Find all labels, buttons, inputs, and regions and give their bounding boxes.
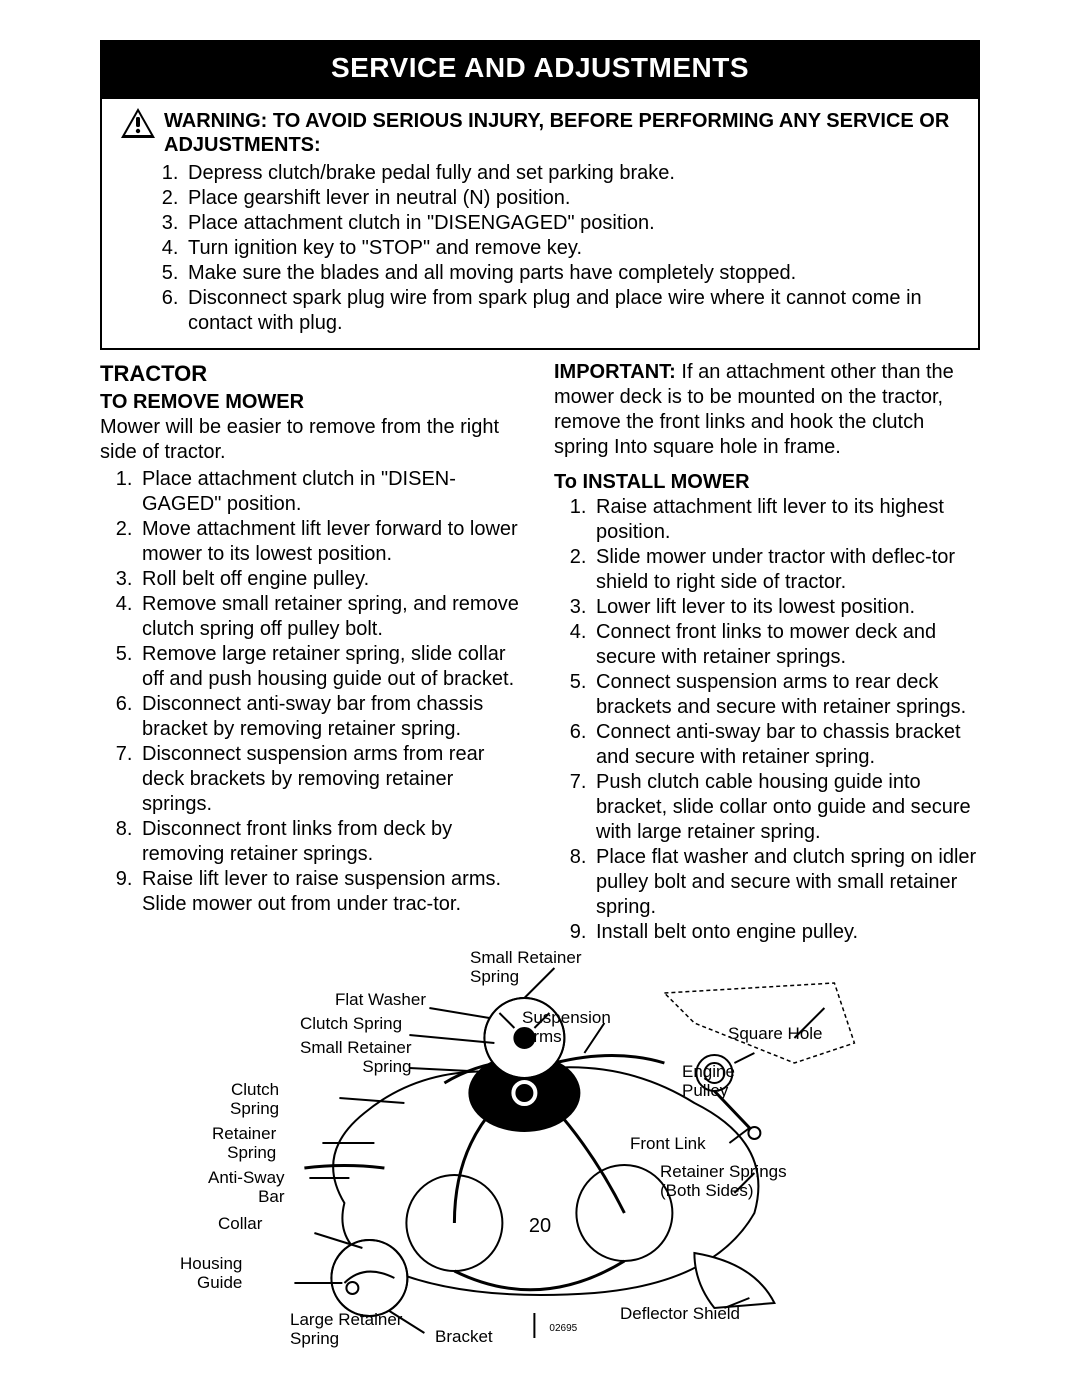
step: Move attachment lift lever forward to lo… (138, 517, 526, 567)
label-front-link: Front Link (630, 1135, 706, 1154)
tractor-heading: TRACTOR (100, 360, 526, 388)
warning-icon (120, 107, 156, 145)
warning-heading: WARNING: TO AVOID SERIOUS INJURY, BEFORE… (164, 109, 960, 157)
step: Place flat washer and clutch spring on i… (592, 845, 980, 920)
label-flat-washer: Flat Washer (335, 991, 426, 1010)
label-deflector-shield: Deflector Shield (620, 1305, 740, 1324)
warning-item: Place attachment clutch in "DISENGAGED" … (184, 211, 960, 236)
label-bracket: Bracket (435, 1328, 493, 1347)
remove-heading: TO REMOVE MOWER (100, 390, 526, 415)
mower-deck-diagram: 02695 Small RetainerSpring Flat Washer C… (100, 953, 980, 1363)
label-small-retainer-spring-top: Small RetainerSpring (470, 949, 582, 986)
step: Raise lift lever to raise suspension arm… (138, 867, 526, 917)
step: Disconnect anti-sway bar from chassis br… (138, 692, 526, 742)
step: Connect anti-sway bar to chassis bracket… (592, 720, 980, 770)
label-retainer-spring-left: RetainerSpring (212, 1125, 276, 1162)
label-small-retainer-spring-mid: Small RetainerSpring (300, 1039, 412, 1076)
label-engine-pulley: EnginePulley (682, 1063, 735, 1100)
remove-intro: Mower will be easier to remove from the … (100, 415, 526, 465)
label-retainer-springs-both: Retainer Springs(Both Sides) (660, 1163, 787, 1200)
label-large-retainer-spring: Large RetainerSpring (290, 1311, 402, 1348)
warning-item: Turn ignition key to "STOP" and remove k… (184, 236, 960, 261)
step: Lower lift lever to its lowest position. (592, 595, 980, 620)
page-number: 20 (529, 1214, 551, 1239)
left-column: TRACTOR TO REMOVE MOWER Mower will be ea… (100, 360, 526, 945)
step: Install belt onto engine pulley. (592, 920, 980, 945)
step: Push clutch cable housing guide into bra… (592, 770, 980, 845)
right-column: IMPORTANT: If an attachment other than t… (554, 360, 980, 945)
important-label: IMPORTANT: (554, 361, 676, 383)
step: Disconnect suspension arms from rear dec… (138, 742, 526, 817)
step: Disconnect front links from deck by remo… (138, 817, 526, 867)
label-anti-sway-bar: Anti-SwayBar (208, 1169, 285, 1206)
remove-steps: Place attachment clutch in "DISEN-GAGED"… (100, 467, 526, 917)
install-steps: Raise attachment lift lever to its highe… (554, 495, 980, 945)
step: Slide mower under tractor with deflec-to… (592, 545, 980, 595)
warning-item: Make sure the blades and all moving part… (184, 261, 960, 286)
step: Roll belt off engine pulley. (138, 567, 526, 592)
label-suspension-arms: SuspensionArms (522, 1009, 611, 1046)
warning-item: Disconnect spark plug wire from spark pl… (184, 286, 960, 336)
install-heading: To INSTALL MOWER (554, 470, 980, 495)
section-title: SERVICE AND ADJUSTMENTS (100, 40, 980, 97)
label-clutch-spring-left: ClutchSpring (230, 1081, 279, 1118)
warning-item: Depress clutch/brake pedal fully and set… (184, 161, 960, 186)
label-clutch-spring-top: Clutch Spring (300, 1015, 402, 1034)
warning-list: Depress clutch/brake pedal fully and set… (120, 161, 960, 336)
step: Raise attachment lift lever to its highe… (592, 495, 980, 545)
label-housing-guide: HousingGuide (180, 1255, 242, 1292)
step: Connect front links to mower deck and se… (592, 620, 980, 670)
warning-item: Place gearshift lever in neutral (N) pos… (184, 186, 960, 211)
step: Remove large retainer spring, slide coll… (138, 642, 526, 692)
step: Remove small retainer spring, and remove… (138, 592, 526, 642)
important-note: IMPORTANT: If an attachment other than t… (554, 360, 980, 460)
step: Place attachment clutch in "DISEN-GAGED"… (138, 467, 526, 517)
label-collar: Collar (218, 1215, 262, 1234)
step: Connect suspension arms to rear deck bra… (592, 670, 980, 720)
warning-box: WARNING: TO AVOID SERIOUS INJURY, BEFORE… (100, 97, 980, 350)
diagram-partno: 02695 (549, 1323, 577, 1334)
label-square-hole: Square Hole (728, 1025, 823, 1044)
